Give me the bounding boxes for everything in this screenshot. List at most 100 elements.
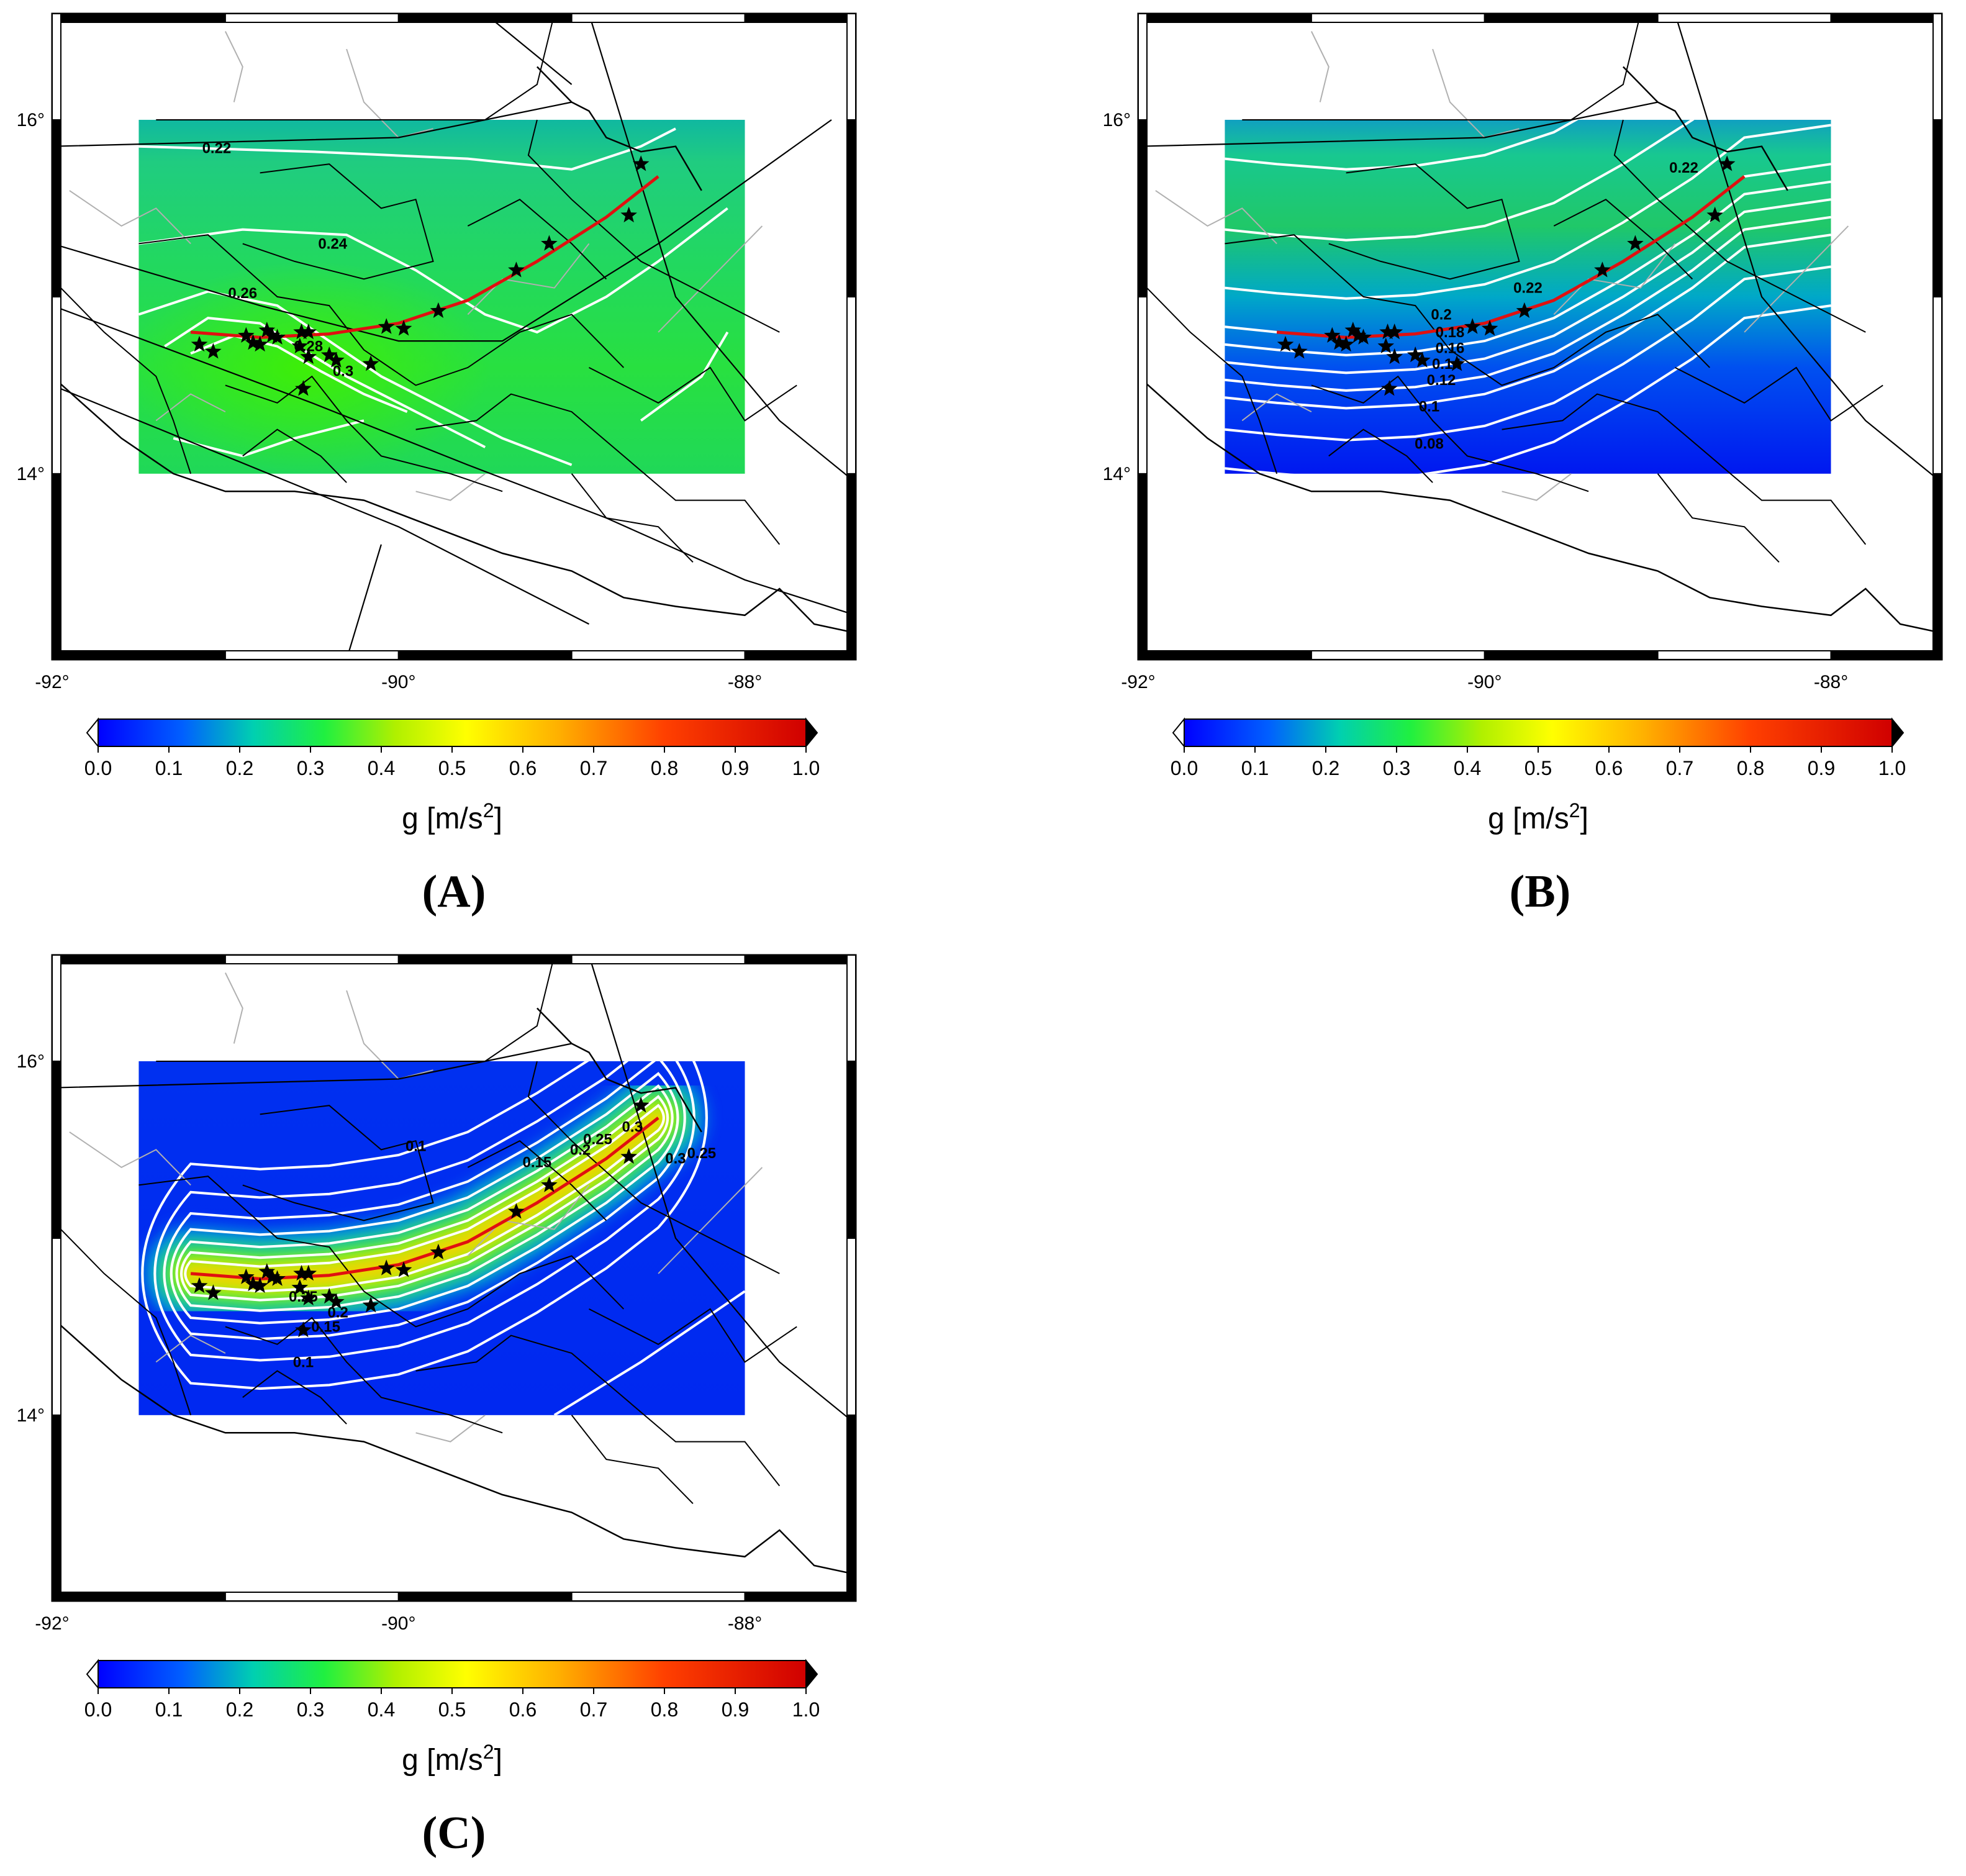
frame-segment (224, 13, 399, 23)
colorbar-title: g [m/s2] (1488, 799, 1588, 835)
contour-label: 0.25 (583, 1131, 612, 1148)
colorbar-tick-label: 0.4 (368, 757, 395, 779)
frame-segment (52, 13, 226, 23)
frame-segment (744, 650, 856, 660)
epicenter-star (1355, 329, 1372, 345)
contour-label: 0.15 (311, 1318, 340, 1335)
boundary-line (1553, 199, 1693, 280)
source-zones (1138, 13, 1942, 483)
boundary-line (467, 1140, 607, 1221)
source-zone-line (52, 101, 572, 147)
epicenter-star (1277, 335, 1294, 352)
map-panel-b: 0.220.220.20.180.160.140.120.10.08-92° -9… (1103, 12, 1943, 917)
contour-line (163, 1061, 686, 1341)
boundary-line (527, 1061, 780, 1274)
colorbar-tick-label: 0.4 (368, 1698, 395, 1721)
contour-line (1225, 119, 1579, 171)
frame-segment (571, 13, 746, 23)
lon-tick-label: -88° (728, 1613, 762, 1634)
contour-labels: 0.10.150.20.250.30.3 0.250.250.20.150.1 (289, 1118, 716, 1371)
frame-segment (1657, 13, 1832, 23)
epicenter-star (362, 355, 379, 371)
frame-segment (1138, 296, 1148, 474)
river-line (155, 393, 226, 422)
source-zone-line (588, 954, 856, 1425)
epicenter-star (1516, 302, 1533, 318)
epicenter-star (430, 1243, 447, 1259)
frame-segment (1932, 13, 1942, 120)
river-line (1155, 190, 1277, 245)
colorbar-tick-label: 0.8 (651, 1698, 678, 1721)
frame-segment (397, 13, 573, 23)
frame-segment (52, 954, 61, 1062)
coastline (52, 1317, 856, 1575)
frame-segment (52, 1060, 61, 1239)
river-line (1744, 225, 1849, 333)
epicenter-star (378, 1259, 395, 1276)
river-line (225, 31, 243, 102)
epicenter-star (293, 1264, 310, 1281)
colorbar-title-sup: 2 (1569, 799, 1580, 822)
frame-segment (52, 1414, 61, 1602)
frame-segment (397, 954, 573, 964)
colorbar-tick-label: 0.6 (1595, 757, 1623, 779)
river-line (69, 1131, 191, 1186)
colorbar-tick-label: 0.8 (651, 757, 678, 779)
colorbar-tick-label: 0.6 (509, 757, 537, 779)
contour-label: 0.2 (1431, 306, 1451, 323)
river-line (658, 1167, 763, 1274)
map-panel-a: 0.220.240.260.280.3-92° -90° -88°16°14°0.0… (17, 12, 857, 917)
colorbar-title-sup: 2 (483, 1741, 494, 1763)
contour-line (138, 207, 728, 334)
lon-tick-label: -88° (1814, 672, 1848, 692)
boundary-line (1657, 473, 1780, 563)
river-line (155, 1334, 226, 1363)
contour-lines (141, 1061, 745, 1415)
contour-label: 0.2 (327, 1305, 348, 1321)
colorbar-tick-label: 0.3 (297, 757, 324, 779)
epicenter-star (362, 1297, 379, 1313)
lon-tick-label: -90° (381, 672, 415, 692)
colorbar-tick-label: 0.7 (1666, 757, 1693, 779)
source-zone-line (52, 305, 856, 616)
contour-labels: 0.22 0.24 0.26 0.28 0.3 (202, 140, 354, 380)
frame-segment (571, 1592, 746, 1602)
colorbar-tick-label: 0.1 (155, 757, 183, 779)
colorbar-min-triangle (86, 717, 99, 748)
contour-label: 0.3 (333, 363, 353, 380)
epicenter-star (191, 1277, 208, 1294)
river-line (467, 1184, 590, 1257)
colorbar-title-main: g [m/s (402, 802, 483, 835)
colorbar-title-main: g [m/s (1488, 802, 1569, 835)
epicenter-star (269, 1270, 286, 1286)
boundary-line (138, 234, 625, 386)
contour-label: 0.22 (1513, 280, 1542, 297)
colorbar-tick-label: 0.5 (438, 1698, 466, 1721)
epicenter-star (395, 320, 412, 336)
contour-label: 0.1 (1419, 399, 1439, 415)
colorbar-tick-label: 0.1 (1241, 757, 1269, 779)
lat-tick-label: 14° (17, 464, 45, 484)
contour-label: 0.22 (1669, 160, 1698, 176)
colorbar-tick-label: 0.9 (1808, 757, 1835, 779)
colorbar-tick-label: 1.0 (1878, 757, 1906, 779)
epicenter-star (1291, 343, 1308, 359)
boundary-line (242, 428, 347, 483)
epicenter-star (1324, 327, 1341, 343)
frame-segment (1657, 650, 1832, 660)
frame-segment (846, 473, 856, 660)
epicenter-star (320, 346, 338, 363)
boundary-line (1675, 366, 1883, 422)
river-line (415, 473, 486, 501)
epicenter-star (328, 1293, 345, 1309)
river-line (69, 190, 191, 245)
lon-tick-label: -90° (381, 1613, 415, 1634)
source-zone-line (484, 13, 573, 85)
source-zone-line (588, 13, 856, 483)
contour-label: 0.1 (405, 1138, 426, 1155)
frame-segment (1138, 13, 1312, 23)
colorbar-tick-label: 1.0 (792, 757, 820, 779)
boundary-line (1138, 278, 1278, 474)
colorbar-tick-label: 0.1 (155, 1698, 183, 1721)
contour-line (1225, 119, 1695, 242)
